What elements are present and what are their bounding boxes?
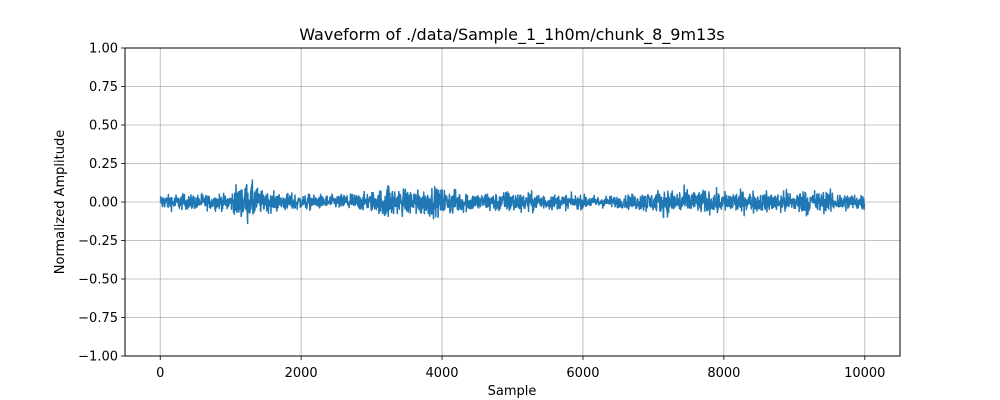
x-tick-label: 0 [156, 366, 164, 381]
x-tick-label: 2000 [285, 366, 318, 381]
x-tick-label: 4000 [425, 366, 458, 381]
y-tick-label: −0.50 [78, 273, 118, 288]
x-axis-label: Sample [488, 384, 537, 399]
y-tick-label: 0.25 [89, 157, 118, 172]
waveform-line [159, 179, 866, 225]
y-tick-label: 0.75 [89, 80, 118, 95]
y-tick-label: −0.75 [78, 311, 118, 326]
y-axis-label: Normalized Amplitude [53, 130, 68, 274]
x-tick-label: 10000 [844, 366, 885, 381]
y-tick-label: 0.50 [89, 119, 118, 134]
x-tick-label: 6000 [566, 366, 599, 381]
y-tick-label: 1.00 [89, 42, 118, 57]
y-axis-ticks: −1.00 −0.75 −0.50 −0.25 0.00 0.25 0.50 0.75 1.00 [78, 42, 125, 365]
y-tick-label: 0.00 [89, 196, 118, 211]
chart-title: Waveform of ./data/Sample_1_1h0m/chunk_8… [299, 25, 725, 45]
y-tick-label: −1.00 [78, 350, 118, 365]
x-axis-ticks: 0 2000 4000 6000 8000 10000 [156, 356, 885, 381]
x-tick-label: 8000 [707, 366, 740, 381]
y-tick-label: −0.25 [78, 234, 118, 249]
